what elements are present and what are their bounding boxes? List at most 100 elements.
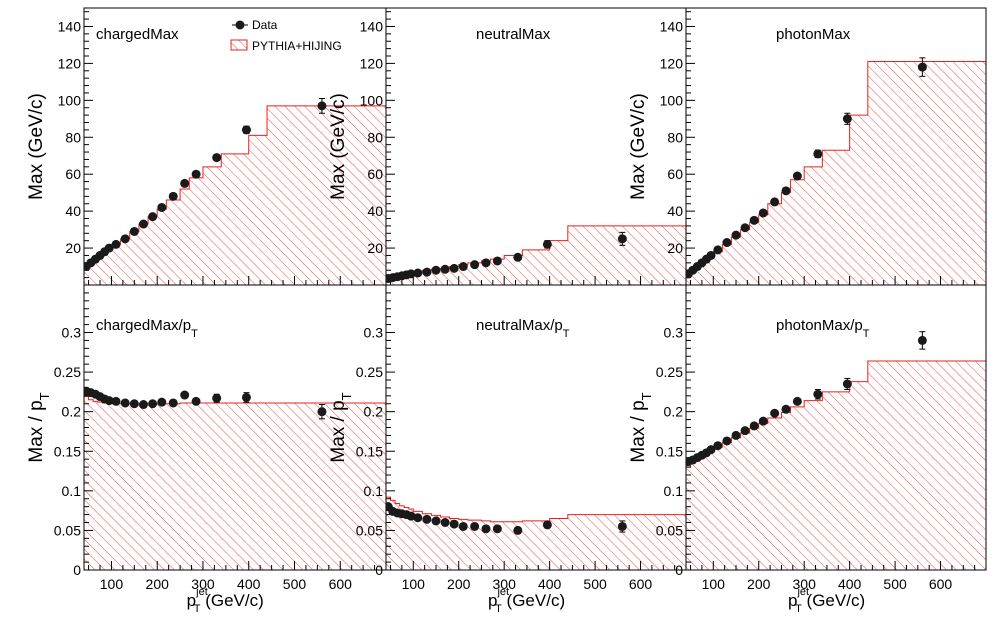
x-axis-label-symbol: p (187, 591, 196, 610)
data-point (458, 262, 468, 272)
data-marker (157, 202, 167, 212)
data-marker (749, 421, 759, 431)
y-tick-label: 0.1 (364, 483, 384, 499)
x-tick-label: 200 (447, 576, 471, 592)
data-point (740, 426, 750, 436)
data-point (749, 215, 759, 225)
data-marker (111, 396, 121, 406)
y-tick-label: 140 (360, 18, 384, 34)
y-tick-label: 60 (367, 166, 383, 182)
panel-title: neutralMax/pT (476, 317, 570, 340)
data-point (758, 416, 768, 426)
data-point (917, 57, 927, 77)
data-marker (191, 396, 201, 406)
mc-fill (386, 497, 686, 570)
data-marker (148, 399, 158, 409)
y-tick-label: 140 (58, 18, 82, 34)
data-marker (431, 265, 441, 275)
data-point (431, 516, 441, 526)
data-point (470, 260, 480, 270)
data-point (722, 436, 732, 446)
data-marker (413, 268, 423, 278)
data-marker (458, 262, 468, 272)
data-marker (713, 441, 723, 451)
data-point (492, 524, 502, 534)
x-axis-label-units: (GeV/c) (502, 591, 565, 610)
data-point (120, 234, 130, 244)
data-marker (449, 263, 459, 273)
y-axis-label: Max / pT (628, 392, 654, 462)
data-point (842, 112, 852, 125)
data-marker (722, 238, 732, 248)
panel-1: 20 40 60 80 100 120 140 chargedMax Max (GeV/c) (26, 7, 387, 286)
x-axis-label-units: (GeV/c) (201, 591, 264, 610)
y-axis-label-subscript: T (37, 392, 52, 400)
data-marker (481, 524, 491, 534)
data-marker (481, 258, 491, 268)
y-tick-label: 0.05 (54, 522, 81, 538)
data-point (731, 230, 741, 240)
data-marker (138, 219, 148, 229)
data-marker (749, 215, 759, 225)
data-marker (781, 186, 791, 196)
x-tick-label: 100 (702, 576, 726, 592)
data-point (470, 521, 480, 531)
data-point (157, 397, 167, 407)
y-tick-label: 0.3 (664, 325, 684, 341)
data-point (917, 331, 927, 350)
mc-histogram (686, 360, 986, 570)
x-tick-label: 400 (538, 576, 562, 592)
y-axis-label: Max (GeV/c) (328, 93, 349, 200)
data-point (148, 399, 158, 409)
data-point (492, 256, 502, 266)
y-tick-label: 120 (360, 55, 384, 71)
data-marker (138, 400, 148, 410)
y-tick-label: 0.15 (54, 443, 81, 459)
x-axis-label-superscript: jet (796, 586, 809, 598)
data-point (792, 171, 802, 181)
panel-2: 20 40 60 80 100 120 140 neutralMax Max (GeV/c) (328, 7, 687, 286)
x-tick-label: 600 (329, 576, 353, 592)
panel-title: chargedMax (96, 26, 179, 43)
data-marker (731, 430, 741, 440)
data-marker (770, 197, 780, 207)
data-point (449, 263, 459, 273)
data-point (440, 264, 450, 274)
data-marker (513, 525, 523, 535)
data-point (706, 250, 716, 260)
data-marker (706, 445, 716, 455)
data-marker (129, 399, 139, 409)
x-tick-label: 200 (146, 576, 170, 592)
x-tick-label: 400 (838, 576, 862, 592)
y-tick-label: 140 (660, 18, 684, 34)
y-tick-label: 0.2 (364, 404, 384, 420)
y-tick-label: 100 (360, 92, 384, 108)
data-point (481, 524, 491, 534)
x-tick-label: 600 (929, 576, 953, 592)
data-marker (617, 234, 627, 244)
data-marker (706, 250, 716, 260)
data-point (458, 521, 468, 531)
data-point (317, 97, 327, 114)
data-point (138, 400, 148, 410)
data-marker (740, 223, 750, 233)
data-marker (758, 208, 768, 218)
y-tick-label: 0 (73, 562, 81, 578)
y-tick-label: 0 (375, 562, 383, 578)
x-tick-label: 100 (402, 576, 426, 592)
data-point (129, 399, 139, 409)
data-marker (470, 260, 480, 270)
data-point (740, 223, 750, 233)
y-tick-label: 80 (667, 129, 683, 145)
data-marker (241, 125, 251, 135)
data-marker (917, 335, 927, 345)
y-tick-label: 0.1 (664, 483, 684, 499)
y-tick-label: 0.15 (656, 443, 683, 459)
data-marker (168, 398, 178, 408)
data-point (713, 441, 723, 451)
data-point (770, 408, 780, 418)
data-marker (406, 269, 416, 279)
data-point (813, 149, 823, 159)
data-point (129, 226, 139, 236)
